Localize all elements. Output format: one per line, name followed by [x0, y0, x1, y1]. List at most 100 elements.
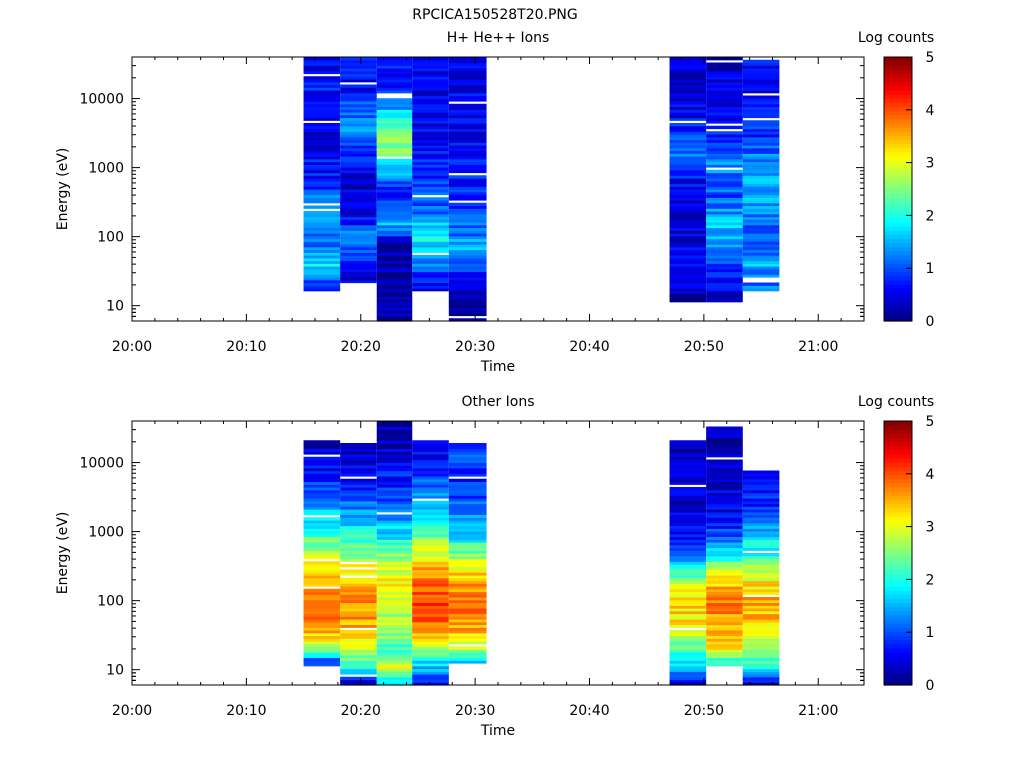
spectrogram-cell — [669, 602, 707, 606]
spectrogram-cell — [669, 109, 707, 113]
spectrogram-cell — [742, 142, 780, 146]
spectrogram-cell — [706, 657, 743, 661]
colorbar-swatch — [884, 172, 912, 178]
spectrogram-cell — [669, 492, 707, 496]
spectrogram-cell — [412, 123, 449, 127]
spectrogram-cell — [706, 660, 743, 664]
spectrogram-cell — [376, 610, 413, 615]
spectrogram-cell — [412, 577, 449, 582]
spectrogram-cell — [303, 489, 341, 494]
spectrogram-cell — [412, 602, 449, 606]
spectrogram-cell — [412, 288, 449, 292]
spectrogram-cell — [412, 643, 449, 648]
spectrogram-cell — [303, 227, 341, 231]
spectrogram-cell — [340, 191, 377, 196]
spectrogram-cell — [742, 654, 780, 659]
spectrogram-cell — [742, 114, 780, 119]
spectrogram-cell — [376, 244, 413, 248]
spectrogram-cell — [340, 487, 377, 491]
spectrogram-cell — [303, 246, 341, 251]
spectrogram-cell — [412, 263, 449, 267]
spectrogram-cell — [303, 465, 341, 469]
spectrogram-cell — [412, 79, 449, 83]
spectrogram-cell — [448, 575, 487, 579]
y-tick-label: 10 — [106, 299, 124, 315]
spectrogram-cell — [448, 90, 487, 94]
spectrogram-cell — [303, 131, 341, 135]
colorbar-swatch — [884, 474, 912, 480]
spectrogram-cell — [669, 175, 707, 179]
spectrogram-cell — [340, 169, 377, 174]
colorbar-swatch — [884, 544, 912, 550]
spectrogram-cell — [742, 103, 780, 108]
spectrogram-cell — [448, 222, 487, 226]
spectrogram-cell — [303, 646, 341, 650]
spectrogram-cell — [669, 57, 707, 61]
spectrogram-cell — [412, 235, 449, 240]
colorbar-swatch — [884, 660, 912, 665]
spectrogram-cell — [448, 274, 487, 278]
spectrogram-cell — [742, 213, 780, 218]
spectrogram-cell — [303, 95, 341, 99]
spectrogram-cell — [303, 112, 341, 116]
x-tick-label: 20:50 — [684, 339, 724, 355]
x-tick-label: 20:30 — [455, 703, 495, 719]
colorbar-swatch — [884, 458, 912, 463]
spectrogram-cell — [742, 531, 780, 535]
spectrogram-cell — [706, 147, 743, 152]
spectrogram-cell — [706, 257, 743, 262]
spectrogram-cell — [706, 440, 743, 444]
spectrogram-cell — [340, 158, 377, 163]
spectrogram-cell — [376, 101, 413, 105]
spectrogram-cell — [448, 79, 487, 83]
spectrogram-cell — [340, 70, 377, 75]
spectrogram-cell — [376, 632, 413, 637]
spectrogram-cell — [706, 92, 743, 97]
spectrogram-cell — [706, 299, 743, 303]
colorbar-swatch — [884, 246, 912, 252]
spectrogram-cell — [669, 610, 707, 615]
spectrogram-cell — [669, 172, 707, 176]
spectrogram-cell — [669, 440, 707, 444]
colorbar-swatch — [884, 553, 912, 558]
spectrogram-cell — [340, 117, 377, 121]
spectrogram-cell — [340, 246, 377, 251]
spectrogram-cell — [376, 492, 413, 496]
spectrogram-cell — [742, 175, 780, 179]
spectrogram-cell — [340, 180, 377, 185]
spectrogram-cell — [669, 654, 707, 659]
spectrogram-cell — [448, 252, 487, 256]
spectrogram-cell — [376, 310, 413, 314]
spectrogram-cell — [669, 249, 707, 253]
spectrogram-cell — [412, 462, 449, 466]
spectrogram-cell — [412, 456, 449, 461]
spectrogram-cell — [706, 101, 743, 105]
spectrogram-cell — [303, 213, 341, 218]
spectrogram-cell — [340, 467, 377, 472]
spectrogram-cell — [303, 252, 341, 256]
x-tick-label: 20:20 — [341, 339, 381, 355]
spectrogram-cell — [412, 128, 449, 132]
colorbar-swatch — [884, 503, 912, 509]
spectrogram-cell — [303, 591, 341, 595]
spectrogram-cell — [669, 674, 707, 678]
spectrogram-cell — [376, 484, 413, 488]
spectrogram-cell — [448, 467, 487, 472]
spectrogram-cell — [340, 652, 377, 656]
colorbar-swatch — [884, 201, 912, 207]
spectrogram-cell — [742, 495, 780, 499]
spectrogram-cell — [706, 500, 743, 505]
spectrogram-cell — [303, 575, 341, 579]
spectrogram-cell — [340, 443, 377, 447]
spectrogram-cell — [669, 142, 707, 146]
spectrogram-cell — [448, 522, 487, 527]
spectrogram-cell — [376, 448, 413, 452]
spectrogram-cell — [706, 561, 743, 565]
spectrogram-cell — [303, 643, 341, 648]
spectrogram-cell — [340, 266, 377, 270]
spectrogram-cell — [706, 285, 743, 289]
spectrogram-cell — [376, 153, 413, 157]
spectrogram-cell — [412, 200, 449, 204]
colorbar-swatch — [884, 614, 912, 620]
spectrogram-cell — [669, 62, 707, 66]
